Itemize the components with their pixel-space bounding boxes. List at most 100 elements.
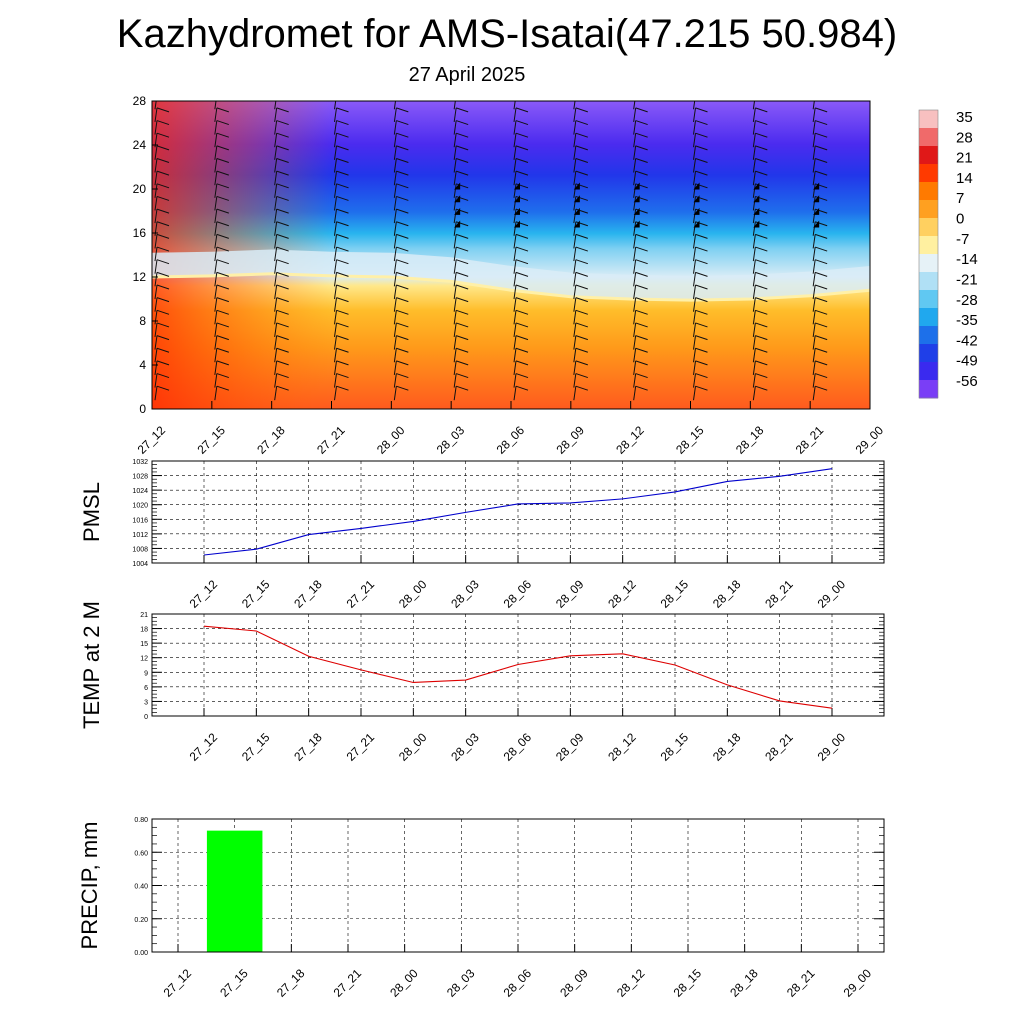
wind-barb [274, 297, 278, 312]
wind-barb [154, 284, 158, 300]
x-tick-label: 28_21 [762, 577, 796, 611]
wind-pennant [753, 207, 760, 215]
wind-barb-flag [156, 233, 170, 239]
x-tick-label: 28_18 [710, 577, 744, 611]
wind-barb [573, 120, 577, 135]
wind-barb-flag [456, 347, 469, 353]
colorbar-segment [919, 110, 938, 129]
wind-pennant [873, 195, 879, 202]
colorbar-segment [919, 326, 938, 345]
wind-barb-flag [276, 132, 289, 138]
wind-barb [812, 348, 816, 363]
x-tick-label: 27_21 [344, 730, 378, 764]
wind-barb-flag [755, 132, 768, 138]
wind-barb [154, 183, 158, 198]
wind-barb [752, 246, 756, 262]
x-tick-label: 27_12 [187, 577, 221, 611]
wind-barb-flag [216, 208, 229, 214]
wind-barb-flag [575, 259, 588, 265]
colorbar-label: 14 [956, 170, 973, 187]
wind-barb [812, 171, 816, 186]
wind-barb [393, 348, 397, 363]
wind-barb [214, 259, 218, 274]
wind-barb-flag [515, 132, 529, 138]
wind-barb-flag [156, 120, 170, 126]
wind-barb-flag [635, 259, 648, 265]
wind-pennant [573, 207, 580, 215]
wind-barb [812, 284, 816, 300]
wind-barb-flag [815, 170, 828, 176]
wind-barb-flag [755, 259, 768, 265]
wind-barb-flag [216, 284, 229, 290]
wind-barb-flag [695, 132, 708, 138]
wind-barb [154, 386, 158, 401]
y-axis-label: PRECIP, mm [77, 822, 102, 950]
wind-barb-flag [635, 271, 648, 277]
wind-barb [513, 234, 517, 249]
x-tick-label: 28_09 [553, 577, 587, 611]
wind-barb-flag [515, 360, 529, 366]
chart-title: Kazhydromet for AMS-Isatai(47.215 50.984… [116, 12, 898, 56]
wind-barb-flag [755, 309, 768, 315]
wind-barb [274, 335, 278, 350]
colorbar-label: -28 [956, 292, 978, 309]
wind-barb [633, 145, 637, 160]
wind-barb-flag [695, 158, 708, 163]
wind-barb [633, 360, 637, 375]
colorbar-label: -7 [956, 231, 969, 248]
wind-barb-flag [456, 107, 469, 113]
wind-barb-flag [396, 208, 409, 214]
wind-barb-flag [515, 170, 529, 176]
wind-barb [214, 101, 217, 110]
wind-barb-flag [575, 183, 588, 189]
wind-barb [573, 145, 577, 160]
y-tick-label: 0.00 [134, 950, 148, 957]
wind-barb [274, 284, 278, 300]
wind-barb-flag [336, 233, 349, 239]
y-tick-label: 0.40 [134, 884, 148, 891]
wind-barb-flag [695, 145, 708, 151]
wind-barb-flag [396, 221, 409, 227]
wind-barb [693, 322, 696, 338]
colorbar-segment [919, 218, 938, 237]
wind-barb-flag [336, 347, 349, 353]
wind-barb [573, 234, 577, 249]
wind-barb-flag [456, 246, 469, 252]
colorbar-label: -14 [956, 251, 978, 268]
wind-barb [154, 209, 158, 224]
wind-barb [274, 221, 278, 236]
wind-barb [453, 101, 456, 110]
wind-barb [154, 373, 158, 388]
wind-barb [214, 183, 218, 198]
wind-pennant [514, 220, 520, 228]
wind-barb [274, 183, 278, 198]
y-tick-label: 0 [139, 402, 146, 416]
y-tick-label: 0.60 [134, 850, 148, 857]
wind-barb-flag [456, 284, 469, 290]
wind-barb [214, 158, 218, 173]
wind-barb-flag [396, 158, 409, 163]
wind-barb [334, 348, 337, 363]
wind-barb [633, 107, 637, 122]
wind-barb-flag [695, 208, 708, 214]
wind-barb [812, 196, 816, 211]
wind-barb [274, 133, 278, 148]
wind-barb [453, 310, 457, 325]
wind-barb-flag [216, 195, 229, 201]
wind-barb [393, 209, 397, 224]
wind-barb [154, 360, 158, 375]
wind-barb [873, 184, 875, 198]
wind-barb-flag [575, 284, 588, 290]
wind-barb [453, 386, 457, 401]
wind-barb [393, 322, 397, 338]
wind-barb [334, 221, 337, 236]
wind-pennant [873, 208, 879, 215]
wind-barb-flag [755, 170, 768, 176]
wind-barb [154, 107, 158, 122]
wind-barb [334, 297, 337, 312]
wind-barb-flag [336, 120, 349, 126]
wind-barb [693, 171, 696, 186]
wind-barb [453, 145, 457, 160]
wind-barb-flag [276, 221, 289, 227]
x-tick-label: 27_18 [254, 423, 288, 457]
